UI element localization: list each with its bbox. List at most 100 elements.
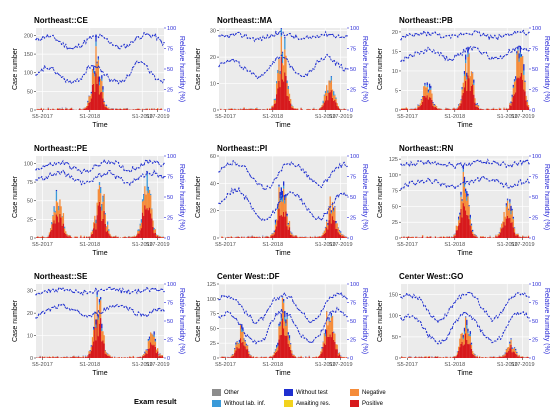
humidity-point [497, 338, 499, 340]
bar-negative [425, 87, 427, 98]
bar-positive [141, 212, 144, 238]
humidity-point [417, 320, 419, 322]
humidity-point [477, 177, 479, 179]
bar-negative [109, 355, 111, 357]
humidity-point [126, 44, 128, 46]
y2-axis-title: Relative humidity (%) [178, 36, 185, 102]
humidity-point [428, 33, 431, 36]
humidity-point [320, 309, 323, 312]
humidity-point [417, 160, 419, 162]
bar-negative [286, 319, 288, 336]
bar-positive [458, 107, 460, 110]
humidity-point [238, 187, 240, 189]
humidity-point [83, 289, 86, 292]
bar-positive [525, 100, 527, 110]
humidity-point [75, 166, 77, 169]
humidity-point [405, 162, 408, 164]
bar-negative [327, 92, 329, 101]
bar-without-lab [144, 352, 146, 354]
humidity-point [303, 171, 306, 174]
humidity-point [132, 181, 134, 183]
bar-negative [462, 82, 464, 93]
bar-positive [100, 318, 102, 358]
bar-positive [101, 341, 103, 358]
bar-without-test [286, 312, 288, 317]
humidity-point [49, 172, 51, 174]
bar-positive [244, 346, 246, 358]
humidity-point [309, 178, 311, 180]
bar-positive [283, 328, 285, 358]
humidity-point [255, 342, 257, 345]
bar-positive [502, 227, 504, 238]
bar-positive [485, 109, 488, 110]
bar-negative [109, 233, 111, 236]
bar-negative [55, 356, 58, 358]
humidity-point [494, 34, 496, 37]
bar-positive [489, 236, 491, 238]
bar-negative [326, 221, 328, 228]
bar-without-test [432, 102, 434, 103]
bar-positive [134, 236, 137, 238]
bar-positive [517, 356, 519, 358]
bar-negative [267, 236, 270, 238]
humidity-point [149, 311, 151, 313]
y2-tick-label: 0 [350, 356, 353, 362]
bar-positive [129, 237, 131, 238]
y-tick-label: 50 [392, 204, 398, 210]
bar-without-lab [463, 182, 466, 187]
bar-positive [506, 352, 509, 358]
legend-item-other: Other [212, 389, 239, 396]
bar-positive [345, 237, 348, 238]
bar-positive [467, 75, 469, 110]
bar-without-lab [510, 339, 512, 340]
bar-positive [510, 223, 512, 238]
bar-without-test [274, 349, 277, 351]
bar-negative [269, 108, 271, 109]
bar-positive [112, 109, 115, 110]
bar-negative [515, 233, 517, 236]
humidity-point [260, 184, 263, 186]
humidity-point [499, 55, 502, 57]
bar-negative [270, 235, 272, 237]
bar-negative [145, 108, 147, 110]
bar-negative [132, 355, 134, 357]
bar-positive [324, 100, 327, 110]
humidity-point [143, 314, 145, 317]
humidity-point [149, 72, 151, 74]
bar-negative [478, 356, 481, 357]
humidity-point [103, 74, 105, 76]
bar-positive [110, 357, 112, 358]
bar-positive [470, 348, 473, 358]
bar-negative [89, 351, 91, 354]
x-tick-label: S1-2018 [79, 362, 100, 368]
humidity-point [86, 66, 88, 69]
humidity-line [218, 30, 348, 43]
bar-positive [234, 109, 236, 110]
bar-without-lab [137, 229, 139, 231]
bar-positive [227, 237, 229, 238]
bar-without-lab [333, 209, 335, 212]
bar-negative [106, 107, 109, 109]
bar-positive [271, 107, 273, 110]
bar-negative [153, 108, 155, 110]
humidity-point [337, 167, 340, 169]
bar-positive [456, 354, 459, 358]
bar-positive [433, 107, 435, 110]
legend-item-awaiting: Awaiting res. [284, 400, 330, 407]
bar-negative [272, 354, 274, 357]
bar-negative [518, 354, 520, 357]
bar-without-lab [458, 218, 460, 221]
bar-positive [269, 357, 271, 358]
bar-without-lab [96, 62, 98, 64]
bar-without-lab [273, 231, 276, 233]
bar-positive [159, 355, 161, 358]
y2-tick-label: 0 [350, 236, 353, 242]
humidity-point [95, 311, 97, 314]
humidity-point [123, 169, 125, 172]
humidity-point [457, 319, 459, 322]
humidity-point [516, 47, 519, 49]
humidity-point [106, 306, 108, 309]
x-tick-label: S1-2019 [315, 242, 336, 248]
bar-negative [151, 209, 153, 219]
humidity-point [499, 311, 502, 314]
